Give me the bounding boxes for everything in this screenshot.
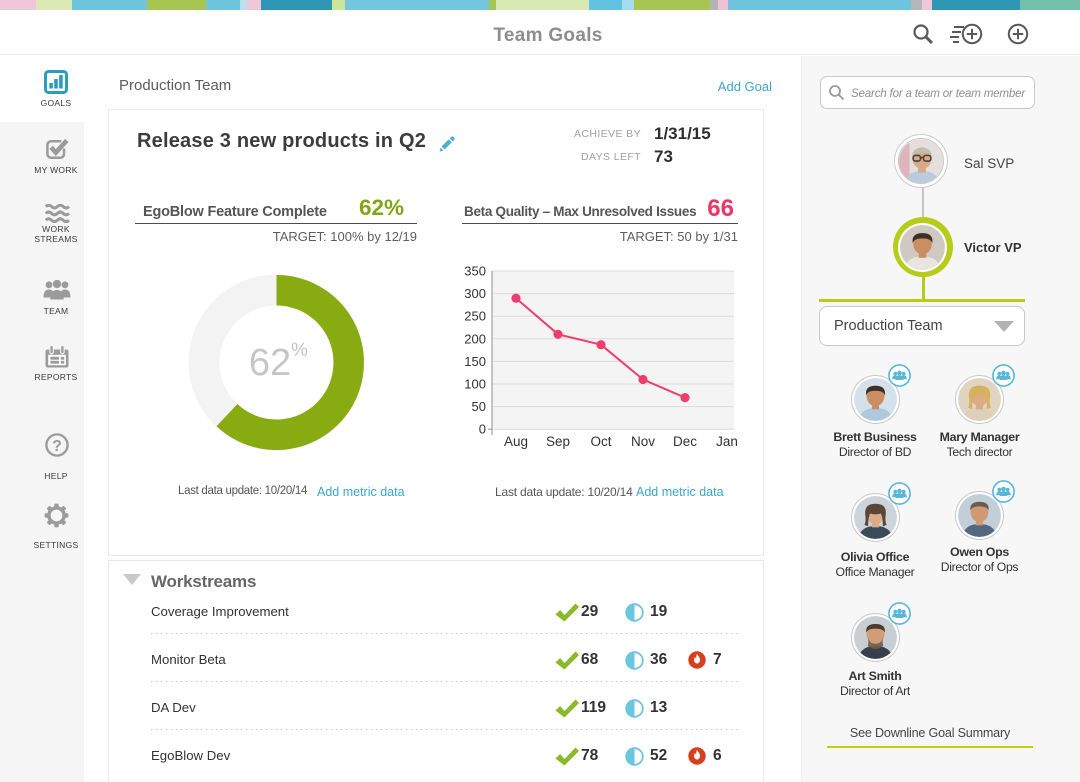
svg-text:50: 50	[472, 399, 486, 414]
svg-text:Dec: Dec	[673, 434, 697, 449]
svg-text:?: ?	[52, 438, 62, 455]
svg-text:62: 62	[249, 342, 291, 384]
svg-text:Oct: Oct	[590, 434, 611, 449]
svg-text:Nov: Nov	[631, 434, 655, 449]
svg-text:200: 200	[464, 331, 486, 346]
svg-text:150: 150	[464, 354, 486, 369]
svg-text:Sep: Sep	[546, 434, 570, 449]
svg-text:350: 350	[464, 264, 486, 279]
svg-text:250: 250	[464, 309, 486, 324]
svg-text:Jan: Jan	[716, 434, 738, 449]
svg-text:Aug: Aug	[504, 434, 528, 449]
svg-text:100: 100	[464, 377, 486, 392]
svg-text:0: 0	[479, 422, 486, 437]
svg-text:300: 300	[464, 286, 486, 301]
svg-text:%: %	[291, 340, 308, 361]
